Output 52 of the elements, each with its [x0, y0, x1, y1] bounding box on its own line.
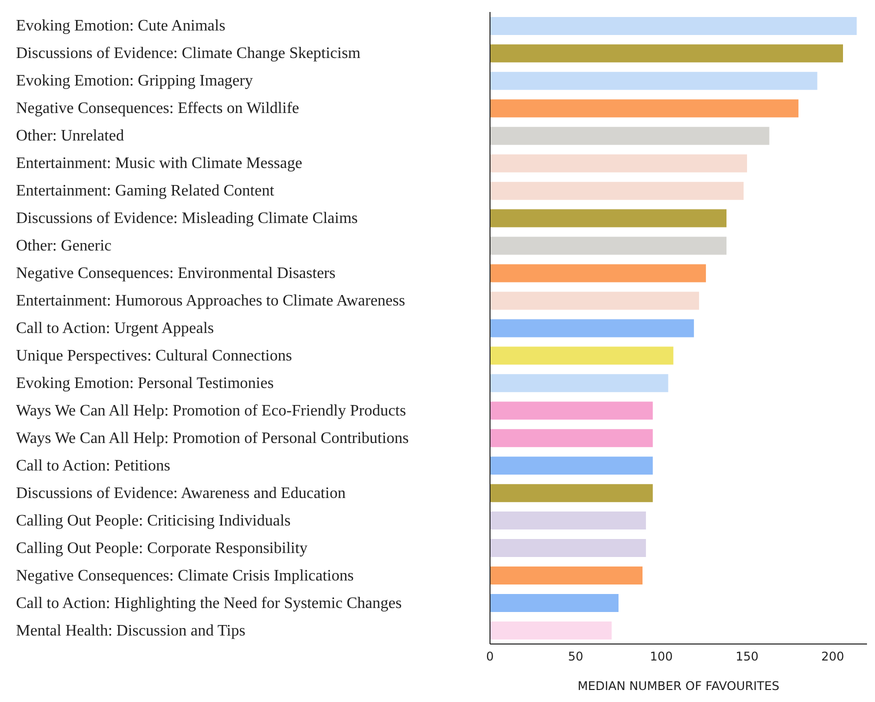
y-tick-label: Unique Perspectives: Cultural Connections [16, 347, 292, 364]
bar [490, 209, 726, 228]
bar [490, 99, 798, 118]
bar [490, 456, 653, 475]
bar [490, 429, 653, 448]
y-tick-label: Other: Unrelated [16, 128, 124, 145]
x-tick-label: 100 [650, 650, 673, 664]
y-tick-label: Entertainment: Gaming Related Content [16, 182, 275, 200]
y-tick-label: Evoking Emotion: Personal Testimonies [16, 374, 274, 392]
bar [490, 594, 619, 612]
y-tick-label: Ways We Can All Help: Promotion of Eco-Friendly Products [16, 402, 406, 420]
bar [490, 621, 612, 640]
y-tick-label: Entertainment: Music with Climate Message [16, 155, 302, 172]
bar [490, 44, 844, 62]
y-tick-label: Calling Out People: Criticising Individuals [16, 512, 291, 530]
y-tick-label: Evoking Emotion: Cute Animals [16, 18, 226, 35]
bar [490, 484, 653, 502]
bar [490, 539, 646, 558]
y-tick-label: Mental Health: Discussion and Tips [16, 622, 246, 640]
y-tick-label: Call to Action: Highlighting the Need for Systemic Changes [16, 594, 402, 612]
bar [490, 16, 857, 35]
x-tick-label: 200 [821, 650, 844, 664]
x-tick-label: 0 [486, 650, 494, 664]
y-tick-label: Negative Consequences: Environmental Disasters [16, 265, 336, 282]
bar [490, 72, 818, 90]
bar [490, 566, 643, 585]
bar [490, 126, 770, 145]
x-tick-label: 50 [568, 650, 584, 664]
y-tick-label: Call to Action: Urgent Appeals [16, 320, 214, 337]
bar [490, 346, 674, 365]
y-tick-label: Evoking Emotion: Gripping Imagery [16, 72, 253, 90]
y-tick-label: Ways We Can All Help: Promotion of Personal Contributions [16, 430, 409, 447]
bar [490, 402, 653, 420]
x-tick-label: 150 [736, 650, 758, 664]
bar [490, 512, 646, 530]
bar [490, 374, 668, 392]
bar [490, 236, 726, 255]
y-tick-label: Discussions of Evidence: Misleading Climate Claims [16, 210, 358, 228]
y-tick-label: Calling Out People: Corporate Responsibility [16, 540, 308, 557]
bar [490, 154, 748, 172]
y-tick-label: Discussions of Evidence: Climate Change Skepticism [16, 45, 361, 62]
y-tick-label: Other: Generic [16, 238, 112, 255]
y-tick-label: Entertainment: Humorous Approaches to Climate Awareness [16, 292, 406, 310]
bar [490, 292, 700, 310]
x-axis-title: MEDIAN NUMBER OF FAVOURITES [578, 679, 780, 693]
y-tick-label: Discussions of Evidence: Awareness and Education [16, 484, 346, 502]
y-tick-label: Negative Consequences: Climate Crisis Implications [16, 567, 354, 584]
y-tick-label: Negative Consequences: Effects on Wildlife [16, 100, 300, 118]
y-tick-label: Call to Action: Petitions [16, 457, 170, 474]
bar [490, 182, 744, 200]
bar [490, 264, 706, 282]
bar [490, 319, 694, 338]
